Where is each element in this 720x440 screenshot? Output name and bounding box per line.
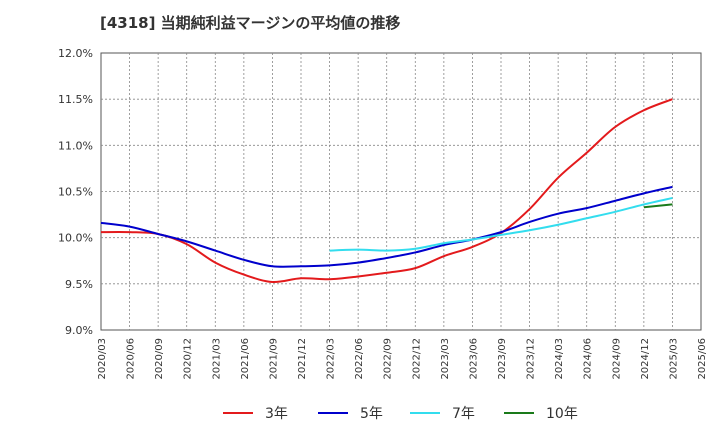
- x-tick-label: 2020/06: [126, 338, 137, 380]
- y-tick-label: 12.0%: [58, 47, 93, 60]
- x-tick-label: 2021/12: [297, 338, 308, 380]
- series-line: [100, 185, 673, 268]
- x-tick-label: 2024/09: [611, 338, 622, 380]
- x-tick-label: 2022/12: [411, 338, 422, 380]
- x-tick-label: 2022/06: [354, 338, 365, 380]
- x-tick-label: 2024/03: [554, 338, 565, 380]
- y-tick-label: 10.5%: [58, 186, 93, 199]
- legend-label: 7年: [452, 406, 475, 422]
- x-tick-label: 2022/03: [326, 338, 337, 380]
- grid-layer: [100, 52, 702, 331]
- y-tick-label: 11.0%: [58, 139, 93, 152]
- x-tick-label: 2023/12: [526, 338, 537, 380]
- y-tick-label: 9.0%: [65, 324, 93, 337]
- x-tick-label: 2020/03: [97, 338, 108, 380]
- x-tick-label: 2022/09: [383, 338, 394, 380]
- legend: 3年 5年 7年 10年: [223, 406, 578, 422]
- x-tick-label: 2025/06: [697, 338, 708, 380]
- x-tick-label: 2024/12: [640, 338, 651, 380]
- x-tick-label: 2023/03: [440, 338, 451, 380]
- series-line: [100, 98, 673, 284]
- x-tick-label: 2020/09: [154, 338, 165, 380]
- x-tick-label: 2025/03: [668, 338, 679, 380]
- y-tick-label: 9.5%: [65, 278, 93, 291]
- x-tick-label: 2021/03: [211, 338, 222, 380]
- x-tick-label: 2021/06: [240, 338, 251, 380]
- series-line: [643, 203, 673, 209]
- legend-label: 3年: [265, 406, 288, 422]
- y-tick-label: 10.0%: [58, 232, 93, 245]
- x-tick-label: 2021/09: [268, 338, 279, 380]
- x-axis-ticks: 2020/03 2020/06 2020/09 2020/12 2021/03 2021/…: [97, 338, 708, 380]
- legend-label: 10年: [546, 406, 578, 422]
- x-tick-label: 2023/06: [468, 338, 479, 380]
- plot-layer: [100, 98, 673, 284]
- y-axis-ticks: 12.0% 11.5% 11.0% 10.5% 10.0% 9.5% 9.0%: [58, 47, 93, 337]
- series-line: [329, 196, 673, 252]
- chart-title: [4318] 当期純利益マージンの平均値の推移: [100, 14, 401, 32]
- x-tick-label: 2024/06: [583, 338, 594, 380]
- x-tick-label: 2020/12: [183, 338, 194, 380]
- y-tick-label: 11.5%: [58, 93, 93, 106]
- x-tick-label: 2023/09: [497, 338, 508, 380]
- legend-label: 5年: [360, 406, 383, 422]
